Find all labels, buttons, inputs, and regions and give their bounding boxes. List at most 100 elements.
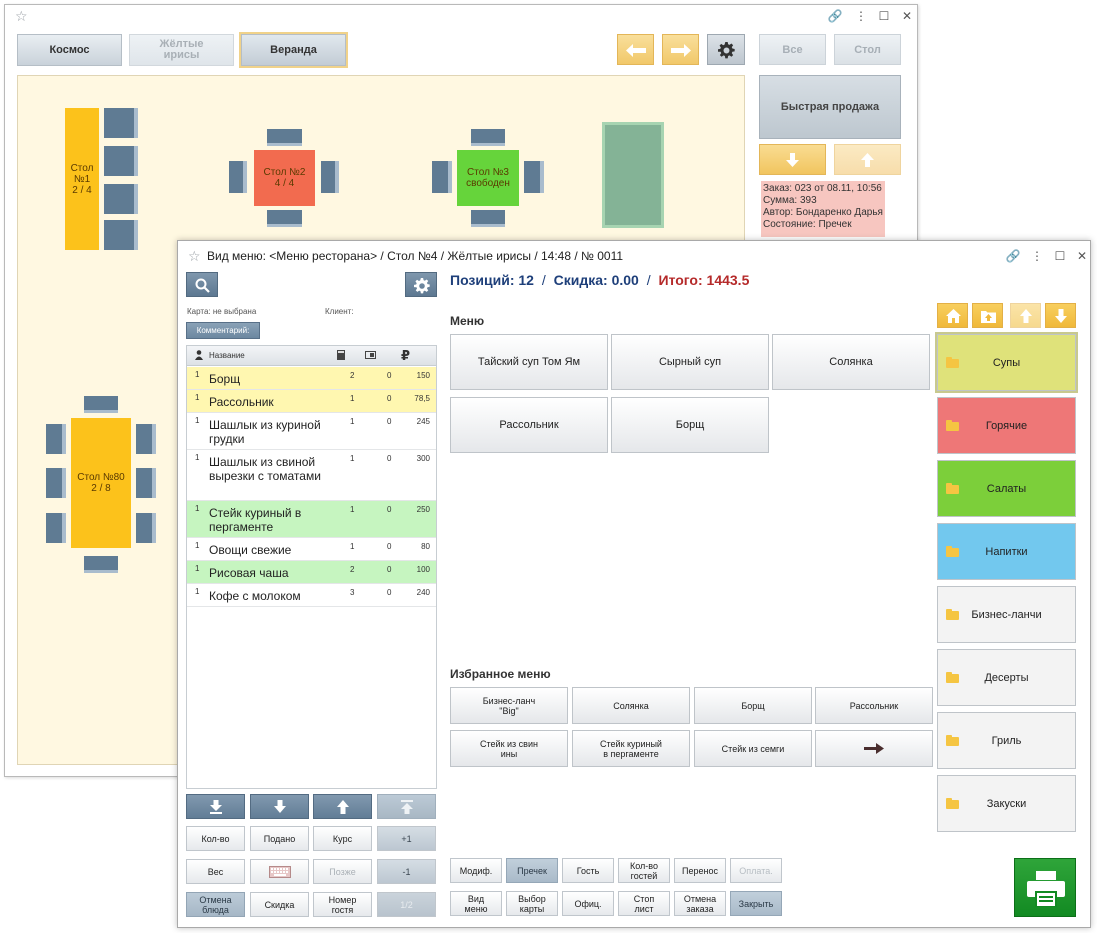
close-order-button[interactable]: Закрыть [730,891,782,916]
order-row[interactable]: 1 Рассольник 1 0 78,5 [187,390,436,413]
filter-all-button[interactable]: Все [759,34,826,65]
stop-list-button[interactable]: Стоп лист [618,891,670,916]
category-desserts[interactable]: Десерты [937,649,1076,706]
order-row[interactable]: 1 Шашлык из куриной грудки 1 0 245 [187,413,436,450]
order-table-header: Название ₽ [187,346,436,366]
chair [267,129,302,146]
category-grill[interactable]: Гриль [937,712,1076,769]
precheck-button[interactable]: Пречек [506,858,558,883]
more-icon[interactable]: ⋮ [1031,249,1043,263]
favorite-salmon-steak[interactable]: Стейк из семги [694,730,812,767]
maximize-icon[interactable]: ☐ [1054,249,1066,263]
cancel-order-button[interactable]: Отмена заказа [674,891,726,916]
link-icon[interactable]: 🔗 [1005,249,1021,263]
table-3[interactable]: Стол №3 свободен [457,150,519,206]
close-icon[interactable]: ✕ [901,9,913,23]
course-button[interactable]: Курс [313,826,372,851]
guest-number-button[interactable]: Номер гостя [313,892,372,917]
menu-item-cheese-soup[interactable]: Сырный суп [611,334,769,390]
hall-tab-veranda[interactable]: Веранда [239,32,348,68]
order-down-button[interactable] [759,144,826,175]
table-reserved[interactable] [602,122,664,228]
chair [471,210,505,227]
order-info-panel[interactable]: Заказ: 023 от 08.11, 10:56 Сумма: 393 Ав… [761,181,885,237]
order-up-button[interactable] [834,144,901,175]
move-to-bottom-button[interactable] [186,794,245,819]
move-down-button[interactable] [250,794,309,819]
waiter-button[interactable]: Офиц. [562,891,614,916]
category-salads[interactable]: Салаты [937,460,1076,517]
category-snacks[interactable]: Закуски [937,775,1076,832]
category-drinks[interactable]: Напитки [937,523,1076,580]
favorite-rassolnik[interactable]: Рассольник [815,687,933,724]
favorite-star-icon[interactable]: ☆ [188,248,201,264]
guest-count-button[interactable]: Кол-во гостей [618,858,670,883]
half-portion-button[interactable]: 1/2 [377,892,436,917]
discount-button[interactable]: Скидка [250,892,309,917]
filter-table-button[interactable]: Стол [834,34,901,65]
keyboard-button[interactable] [250,859,309,884]
modifiers-button[interactable]: Модиф. [450,858,502,883]
move-up-button[interactable] [313,794,372,819]
order-row[interactable]: 1 Борщ 2 0 150 [187,367,436,390]
quick-sale-button[interactable]: Быстрая продажа [759,75,901,139]
order-row[interactable]: 1 Шашлык из свиной вырезки с томатами 1 0 30… [187,450,436,501]
transfer-button[interactable]: Перенос [674,858,726,883]
scroll-left-button[interactable] [617,34,654,65]
order-row[interactable]: 1 Кофе с молоком 3 0 240 [187,584,436,607]
hall-tab-zheltye-irisy[interactable]: Жёлтые ирисы [129,34,234,66]
close-icon[interactable]: ✕ [1076,249,1088,263]
menu-item-rassolnik[interactable]: Рассольник [450,397,608,453]
table-2[interactable]: Стол №2 4 / 4 [254,150,315,206]
plus-one-button[interactable]: +1 [377,826,436,851]
more-icon[interactable]: ⋮ [855,9,867,23]
order-row[interactable]: 1 Овощи свежие 1 0 80 [187,538,436,561]
select-card-button[interactable]: Выбор карты [506,891,558,916]
cancel-dish-button[interactable]: Отмена блюда [186,892,245,917]
favorite-borsch[interactable]: Борщ [694,687,812,724]
chair [524,161,544,193]
category-home-button[interactable] [937,303,968,328]
comment-button[interactable]: Комментарий: [186,322,260,339]
favorite-star-icon[interactable]: ☆ [15,8,28,24]
favorites-next-button[interactable] [815,730,933,767]
order-row[interactable]: 1 Рисовая чаша 2 0 100 [187,561,436,584]
category-up-button[interactable] [1010,303,1041,328]
favorite-chicken-steak[interactable]: Стейк куриный в пергаменте [572,730,690,767]
menu-item-tom-yam[interactable]: Тайский суп Том Ям [450,334,608,390]
maximize-icon[interactable]: ☐ [878,9,890,23]
search-button[interactable] [186,272,218,297]
favorite-business-lunch-big[interactable]: Бизнес-ланч "Big" [450,687,568,724]
hall-tab-kosmos[interactable]: Космос [17,34,122,66]
favorite-solyanka[interactable]: Солянка [572,687,690,724]
view-menu-button[interactable]: Вид меню [450,891,502,916]
menu-view-window: ☆ Вид меню: <Меню ресторана> / Стол №4 /… [177,240,1091,928]
arrow-left-icon [626,44,646,57]
hall-settings-button[interactable] [707,34,745,65]
minus-one-button[interactable]: -1 [377,859,436,884]
category-business-lunches[interactable]: Бизнес-ланчи [937,586,1076,643]
menu-item-borsch[interactable]: Борщ [611,397,769,453]
category-hot-dishes[interactable]: Горячие [937,397,1076,454]
favorite-pork-steak[interactable]: Стейк из свин ины [450,730,568,767]
category-down-button[interactable] [1045,303,1076,328]
weight-button[interactable]: Вес [186,859,245,884]
table-80[interactable]: Стол №80 2 / 8 [71,418,131,548]
table-1[interactable]: Стол №1 2 / 4 [65,108,99,250]
print-button[interactable] [1014,858,1076,917]
scroll-right-button[interactable] [662,34,699,65]
menu-item-solyanka[interactable]: Солянка [772,334,930,390]
order-row[interactable]: 1 Стейк куриный в пергаменте 1 0 250 [187,501,436,538]
quantity-button[interactable]: Кол-во [186,826,245,851]
keyboard-icon [268,865,291,878]
served-button[interactable]: Подано [250,826,309,851]
link-icon[interactable]: 🔗 [827,9,843,23]
guest-button[interactable]: Гость [562,858,614,883]
category-soups[interactable]: Супы [935,332,1078,393]
order-settings-button[interactable] [405,272,437,297]
move-to-top-button[interactable] [377,794,436,819]
payment-button[interactable]: Оплата. [730,858,782,883]
arrow-up-icon [1020,309,1032,323]
category-back-button[interactable] [972,303,1003,328]
later-button[interactable]: Позже [313,859,372,884]
